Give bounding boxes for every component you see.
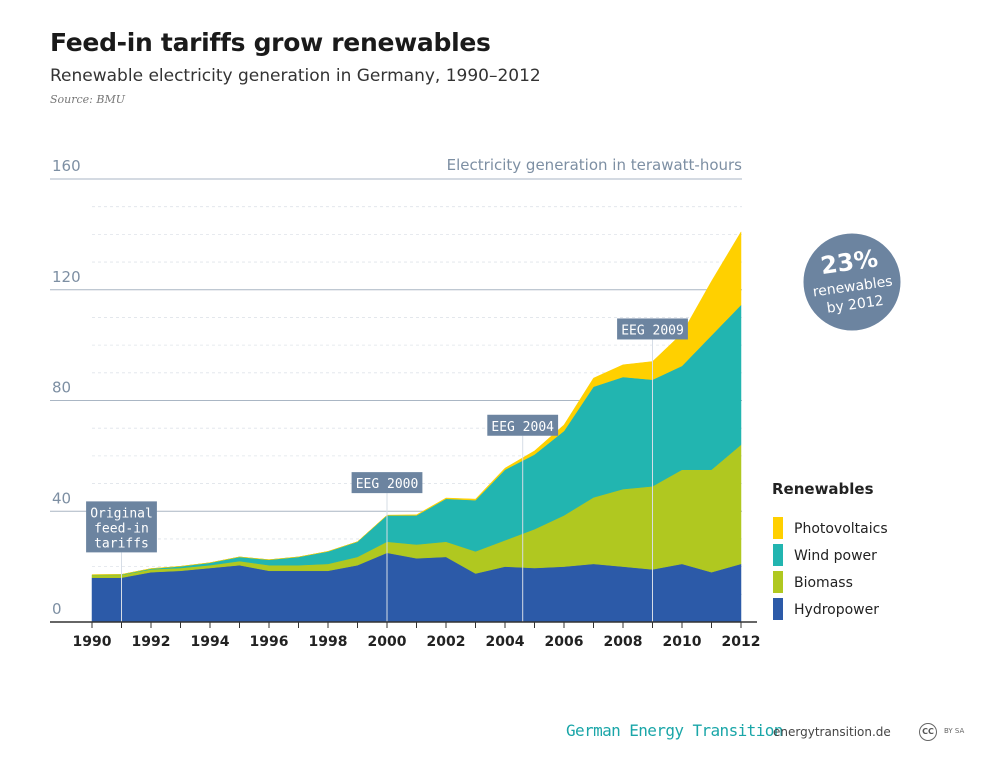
x-tick-label: 1992 (132, 634, 171, 650)
legend-swatch (773, 598, 783, 620)
chart-subtitle: Renewable electricity generation in Germ… (50, 66, 541, 86)
legend-label: Biomass (794, 575, 853, 591)
axis-layer: 1990 1992 1994 1996 1998 2000 2002 2004 2006 2008… (50, 621, 761, 650)
annotation-label: Original (90, 506, 153, 521)
x-tick-label: 1994 (191, 634, 230, 650)
x-tick-label: 2002 (427, 634, 466, 650)
license-label: BY SA (944, 727, 965, 735)
annotation-box (617, 318, 688, 340)
legend: Renewables Photovoltaics Wind power Biomass… (772, 480, 888, 620)
x-tick-label: 2004 (486, 634, 525, 650)
y-tick-label: 160 (52, 157, 81, 175)
badge-line2: by 2012 (826, 293, 885, 317)
footer-site-link[interactable]: energytransition.de (773, 725, 891, 739)
legend-swatch (773, 544, 783, 566)
x-tick-label: 2010 (663, 634, 702, 650)
annotation-box (86, 501, 157, 553)
legend-label: Hydropower (794, 602, 879, 618)
percent-badge: 23% renewables by 2012 (800, 230, 904, 334)
chart-title: Feed-in tariffs grow renewables (50, 28, 491, 57)
annotation-label: EEG 2000 (356, 477, 419, 492)
x-tick-label: 1990 (73, 634, 112, 650)
annotation-label: EEG 2004 (491, 420, 554, 435)
chart-source: Source: BMU (50, 93, 125, 106)
legend-title: Renewables (772, 480, 874, 498)
badge-circle (800, 230, 904, 334)
legend-label: Photovoltaics (794, 521, 888, 537)
x-tick-label: 2000 (368, 634, 407, 650)
y-tick-label: 40 (52, 489, 71, 507)
cc-license-icon: CC (919, 723, 937, 741)
x-tick-label: 1998 (309, 634, 348, 650)
annotation-box (487, 414, 559, 436)
x-tick-label: 1996 (250, 634, 289, 650)
legend-swatch (773, 571, 783, 593)
area-photovoltaics (91, 230, 742, 575)
legend-label: Wind power (794, 548, 877, 564)
area-layer (91, 230, 742, 623)
x-tick-label: 2006 (545, 634, 584, 650)
x-tick-label: 2012 (722, 634, 761, 650)
y-tick-label: 0 (52, 600, 62, 618)
x-tick-label: 2008 (604, 634, 643, 650)
y-tick-label: 80 (52, 379, 71, 397)
unit-label: Electricity generation in terawatt-hours (447, 156, 743, 174)
annotation-label: EEG 2009 (621, 323, 684, 338)
legend-swatch (773, 517, 783, 539)
annotation-label: feed-in (94, 521, 149, 536)
footer-brand: German Energy Transition (566, 721, 783, 740)
annotation-box (351, 472, 423, 494)
y-tick-label: 120 (52, 268, 81, 286)
annotation-label: tariffs (94, 536, 149, 551)
